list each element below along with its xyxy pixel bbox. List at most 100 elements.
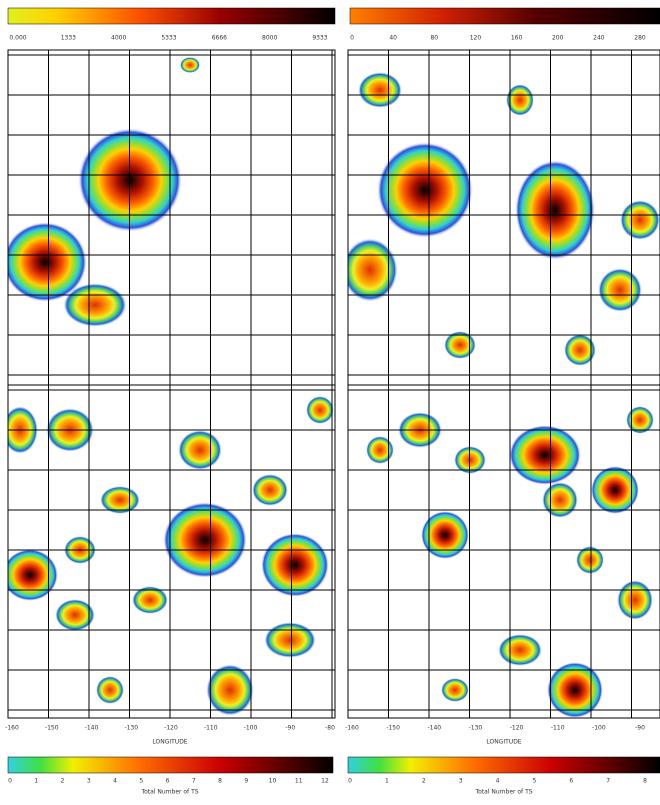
colorbar-tick-label: 0 (350, 35, 354, 42)
colorbar-tick-label: 7 (192, 778, 196, 785)
panel-frame (7, 384, 336, 719)
colorbar-tick-label: 4000 (111, 35, 126, 42)
x-tick-label: -90 (285, 725, 295, 732)
colorbar (7, 7, 336, 25)
colorbar-tick-label: 40 (389, 35, 397, 42)
heat-blob (564, 334, 596, 366)
colorbar-tick-label: 280 (634, 35, 646, 42)
heat-blob (163, 502, 247, 578)
colorbar-tick-label: 1 (34, 778, 38, 785)
heat-blob (8, 549, 58, 601)
colorbar-tick-label: 4 (113, 778, 117, 785)
colorbar-tick-label: 160 (511, 35, 523, 42)
colorbar-tick-label: 80 (430, 35, 438, 42)
colorbar-tick-label: 2 (422, 778, 426, 785)
colorbar-tick-label: 8 (643, 778, 647, 785)
heat-blob (509, 425, 581, 485)
colorbar-label: Total Number of TS (140, 789, 198, 796)
heat-blob (252, 474, 288, 506)
heat-blob (498, 634, 542, 666)
heat-blob (96, 676, 124, 704)
heat-blob (264, 622, 316, 658)
x-tick-label: -150 (386, 725, 400, 732)
x-tick-label: -90 (635, 725, 645, 732)
x-tick-label: -130 (124, 725, 138, 732)
colorbar-tick-label: 3 (459, 778, 463, 785)
x-tick-label: -120 (164, 725, 178, 732)
heat-blob (444, 331, 476, 359)
x-tick-label: -100 (592, 725, 606, 732)
colorbar-tick-label: 5333 (161, 35, 176, 42)
heat-blob (441, 678, 469, 702)
colorbar (7, 756, 334, 774)
colorbar-tick-label: 200 (552, 35, 564, 42)
x-tick-label: -100 (244, 725, 258, 732)
colorbar-tick-label: 9333 (312, 35, 327, 42)
colorbar-tick-label: 6 (569, 778, 573, 785)
heat-blob (55, 599, 95, 631)
heat-blob (598, 268, 642, 312)
heat-blob (620, 200, 660, 240)
colorbar-tick-label: 1 (385, 778, 389, 785)
colorbar-tick-label: 6666 (212, 35, 227, 42)
colorbar-tick-label: 240 (593, 35, 605, 42)
colorbar-tick-label: 0.000 (9, 35, 26, 42)
heat-blob (515, 160, 595, 260)
heat-blob (178, 430, 222, 470)
x-tick-label: -150 (45, 725, 59, 732)
x-tick-label: -160 (345, 725, 359, 732)
heat-blob (180, 57, 200, 73)
x-tick-label: -110 (204, 725, 218, 732)
heat-blob (8, 222, 87, 302)
heat-blob (132, 586, 168, 614)
x-tick-label: -110 (551, 725, 565, 732)
colorbar (347, 756, 660, 774)
heat-blob (261, 533, 329, 597)
heatmap-panel (348, 385, 660, 718)
heat-blob (626, 406, 654, 434)
colorbar (349, 7, 660, 25)
heatmap-panel (348, 50, 660, 385)
heat-blob (421, 511, 469, 559)
heat-blob (576, 546, 604, 574)
colorbar-tick-label: 6 (166, 778, 170, 785)
heat-blob (377, 142, 473, 238)
heat-blob (617, 580, 653, 620)
x-axis-label: LONGITUDE (486, 739, 521, 746)
colorbar-tick-label: 5 (139, 778, 143, 785)
x-axis-label: LONGITUDE (152, 739, 187, 746)
colorbar-tick-label: 12 (321, 778, 329, 785)
colorbar-tick-label: 10 (269, 778, 277, 785)
heat-blob (542, 482, 578, 518)
panel-frame (347, 384, 660, 719)
x-tick-label: -80 (325, 725, 335, 732)
x-tick-label: -140 (427, 725, 441, 732)
colorbar-tick-label: 8 (218, 778, 222, 785)
x-tick-label: -120 (510, 725, 524, 732)
heatmap-panel (8, 385, 335, 718)
heat-blob (63, 283, 127, 327)
colorbar-label: Total Number of TS (474, 789, 532, 796)
x-tick-label: -130 (469, 725, 483, 732)
colorbar-tick-label: 8000 (262, 35, 277, 42)
colorbar-tick-label: 4 (496, 778, 500, 785)
colorbar-tick-label: 9 (244, 778, 248, 785)
heat-blob (348, 238, 398, 302)
colorbar-tick-label: 1333 (61, 35, 76, 42)
heatmap-panel (8, 50, 335, 385)
heat-blob (547, 662, 603, 718)
heat-blob (206, 664, 254, 716)
colorbar-tick-label: 5 (532, 778, 536, 785)
heat-blob (366, 436, 394, 464)
colorbar-tick-label: 0 (348, 778, 352, 785)
x-tick-label: -140 (85, 725, 99, 732)
heat-blob (306, 396, 334, 424)
colorbar-tick-label: 0 (8, 778, 12, 785)
x-tick-label: -160 (5, 725, 19, 732)
colorbar-tick-label: 7 (606, 778, 610, 785)
colorbar-tick-label: 120 (470, 35, 482, 42)
colorbar-tick-label: 11 (295, 778, 303, 785)
heat-blob (591, 466, 639, 514)
colorbar-tick-label: 2 (61, 778, 65, 785)
